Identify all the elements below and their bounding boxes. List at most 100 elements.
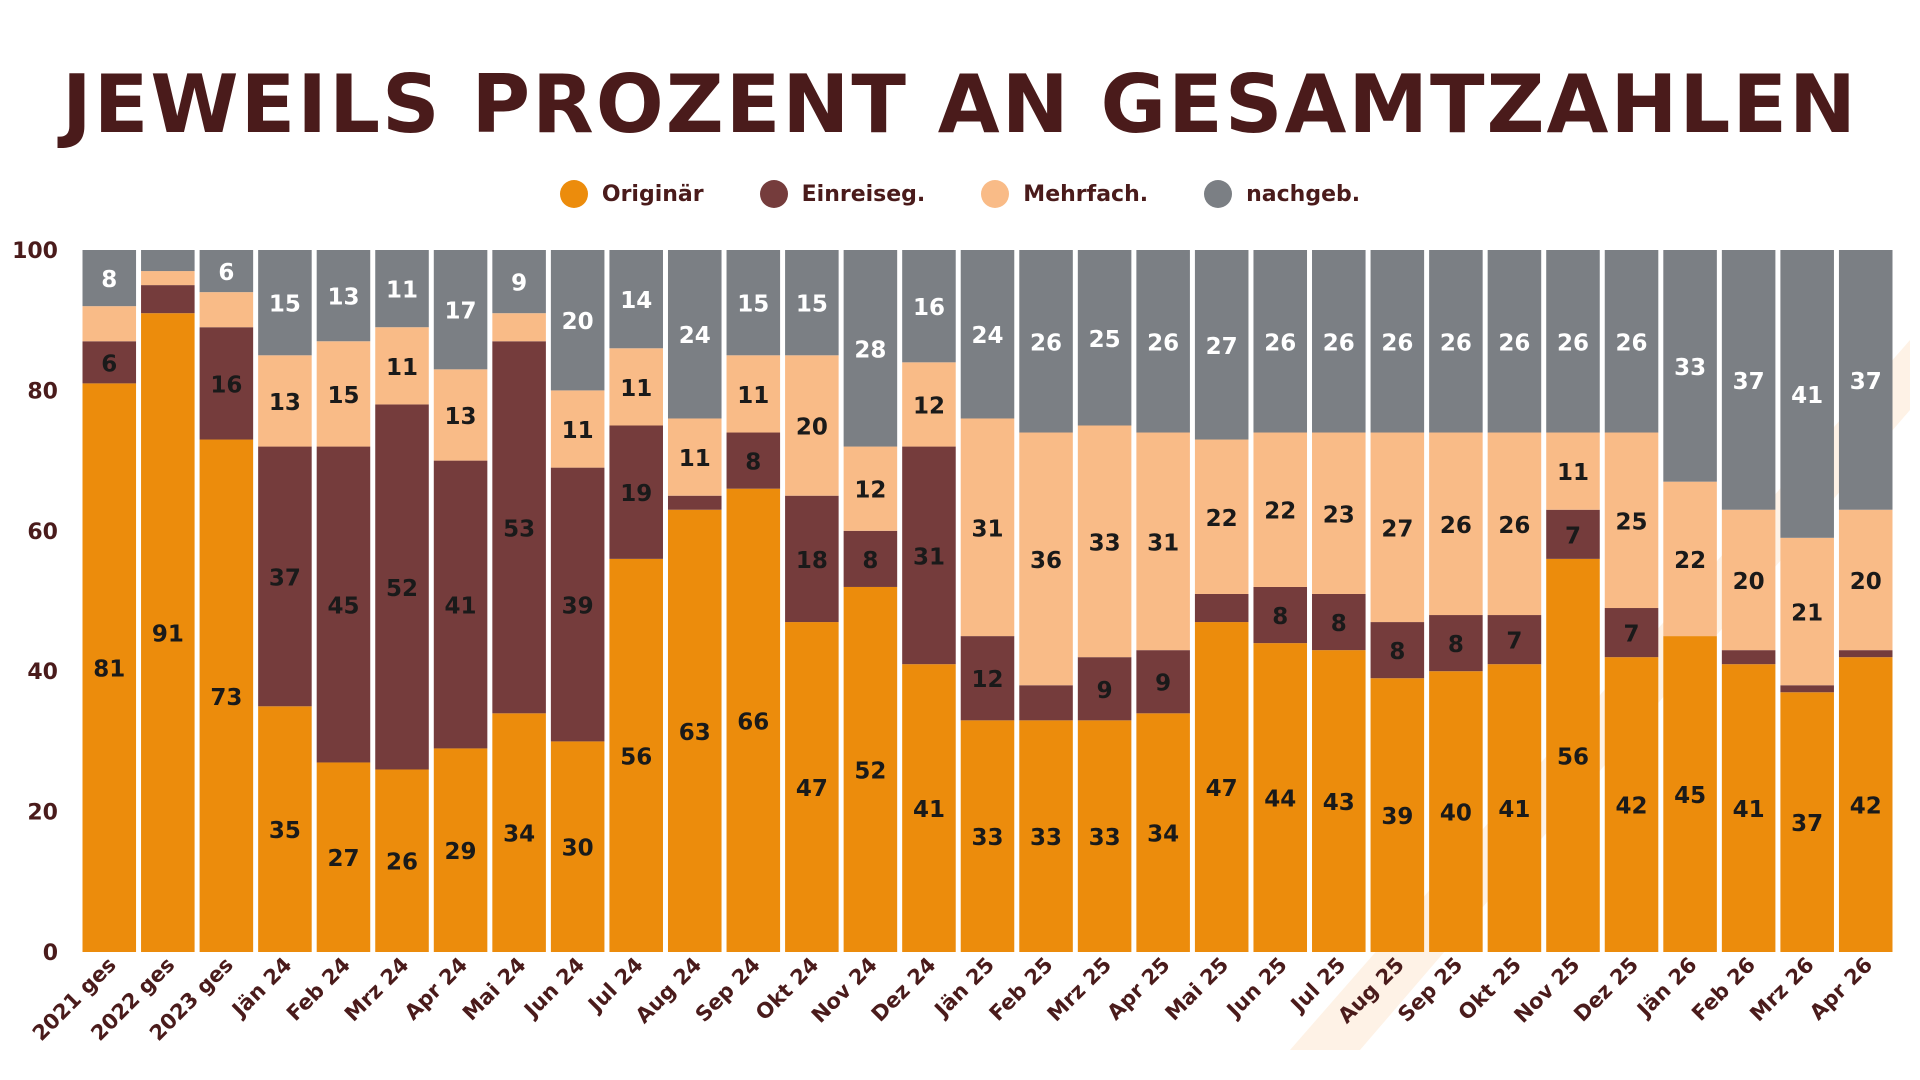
bar-segment-einreiseg- [1077, 657, 1132, 721]
data-label: 34 [1147, 822, 1179, 848]
bar-segment-mehrfach- [902, 362, 956, 447]
bar-segment-mehrfach- [492, 313, 546, 342]
legend-swatch [759, 180, 788, 208]
data-label: 22 [1206, 506, 1238, 532]
data-label: 8 [862, 548, 878, 574]
data-label: 37 [269, 565, 301, 591]
data-label: 7 [1565, 523, 1581, 549]
bar-segment-nachgeb- [82, 250, 137, 307]
data-label: 34 [503, 822, 535, 848]
data-label: 26 [1440, 330, 1472, 356]
x-tick-label: Sep 24 [691, 953, 765, 1027]
bar-segment-einreiseg- [609, 425, 663, 559]
data-label: 27 [327, 846, 359, 872]
bar-segment-mehrfach- [375, 327, 429, 405]
bar-segment-nachgeb- [1019, 250, 1073, 433]
data-label: 45 [1674, 783, 1706, 809]
data-label: 27 [1206, 334, 1238, 360]
data-label: 15 [269, 292, 301, 318]
data-label: 12 [854, 478, 886, 504]
legend-swatch [559, 180, 588, 208]
data-label: 37 [1791, 811, 1823, 837]
x-tick-label: Mrz 24 [340, 953, 414, 1027]
data-label: 91 [152, 622, 184, 648]
data-label: 56 [1557, 744, 1589, 770]
data-label: 41 [1733, 797, 1765, 823]
data-label: 26 [386, 850, 418, 876]
chart-title: JEWEILS PROZENT AN GESAMTZAHLEN [62, 58, 1858, 151]
data-label: 31 [913, 544, 945, 570]
bar-segment-nachgeb- [141, 250, 195, 272]
bar-segment-nachgeb- [785, 250, 839, 356]
bar-segment-einreiseg- [199, 327, 254, 440]
x-tick-label: Apr 25 [1102, 953, 1174, 1025]
data-label: 37 [1850, 369, 1882, 395]
bar-segment-nachgeb- [1253, 250, 1308, 433]
bar-segment-origin-r [316, 762, 371, 952]
data-label: 20 [1850, 569, 1882, 595]
bar-segment-mehrfach- [1780, 537, 1834, 686]
bar-segment-mehrfach- [1370, 432, 1425, 623]
bar-segment-nachgeb- [1194, 250, 1249, 440]
bar-segment-einreiseg- [1136, 650, 1190, 714]
data-label: 9 [1155, 671, 1171, 697]
bar-segment-nachgeb- [1604, 250, 1659, 433]
data-label: 52 [386, 576, 418, 602]
bar-segment-nachgeb- [960, 250, 1015, 419]
bar-segment-einreiseg- [667, 495, 722, 510]
bar-segment-nachgeb- [1077, 250, 1132, 426]
y-tick-label: 40 [27, 660, 58, 685]
bar-segment-einreiseg- [1312, 593, 1366, 651]
bar-segment-einreiseg- [433, 460, 488, 749]
bar-segment-origin-r [960, 720, 1015, 952]
bar-segment-einreiseg- [1253, 586, 1308, 644]
data-label: 12 [971, 667, 1003, 693]
x-tick-label: Feb 24 [282, 953, 355, 1026]
x-tick-label: Jun 24 [518, 953, 589, 1024]
data-label: 8 [101, 267, 117, 293]
bar-segment-einreiseg- [1721, 650, 1776, 665]
bar-segment-mehrfach- [433, 369, 488, 461]
data-label: 26 [1498, 513, 1530, 539]
bar-segment-einreiseg- [492, 341, 546, 714]
bar-segment-nachgeb- [726, 250, 781, 356]
data-label: 22 [1264, 499, 1296, 525]
bar-segment-origin-r [550, 741, 605, 952]
data-label: 15 [737, 292, 769, 318]
bar-segment-einreiseg- [316, 446, 371, 763]
data-label: 12 [913, 393, 945, 419]
bar-segment-origin-r [843, 586, 898, 952]
data-label: 31 [971, 516, 1003, 542]
bar-segment-mehrfach- [785, 355, 839, 496]
data-label: 26 [1030, 330, 1062, 356]
bar-segment-nachgeb- [1838, 250, 1893, 510]
data-label: 33 [1089, 825, 1121, 851]
data-label: 13 [327, 285, 359, 311]
legend-item: Einreiseg. [759, 180, 925, 208]
data-label: 11 [1557, 460, 1589, 486]
bar-segment-nachgeb- [492, 250, 546, 314]
legend-swatch [1204, 180, 1233, 208]
data-label: 53 [503, 516, 535, 542]
data-label: 15 [796, 292, 828, 318]
data-label: 23 [1323, 502, 1355, 528]
bar-segment-einreiseg- [726, 432, 781, 489]
bar-segment-nachgeb- [433, 250, 488, 370]
data-label: 14 [620, 288, 652, 314]
data-label: 11 [737, 383, 769, 409]
bar-segment-mehrfach- [960, 418, 1015, 637]
bar-segment-mehrfach- [1663, 481, 1717, 637]
bar-segment-mehrfach- [609, 348, 663, 426]
legend-label: Originär [601, 181, 704, 207]
bar-segment-einreiseg- [785, 495, 839, 623]
data-label: 42 [1850, 794, 1882, 820]
bar-segment-origin-r [1429, 671, 1483, 952]
bar-segment-origin-r [492, 713, 546, 952]
data-label: 33 [971, 825, 1003, 851]
bar-segment-nachgeb- [1312, 250, 1366, 433]
bar-segment-einreiseg- [82, 341, 137, 384]
x-tick-label: Nov 24 [807, 953, 882, 1028]
data-label: 11 [386, 278, 418, 304]
data-label: 13 [269, 390, 301, 416]
data-label: 17 [445, 299, 477, 325]
